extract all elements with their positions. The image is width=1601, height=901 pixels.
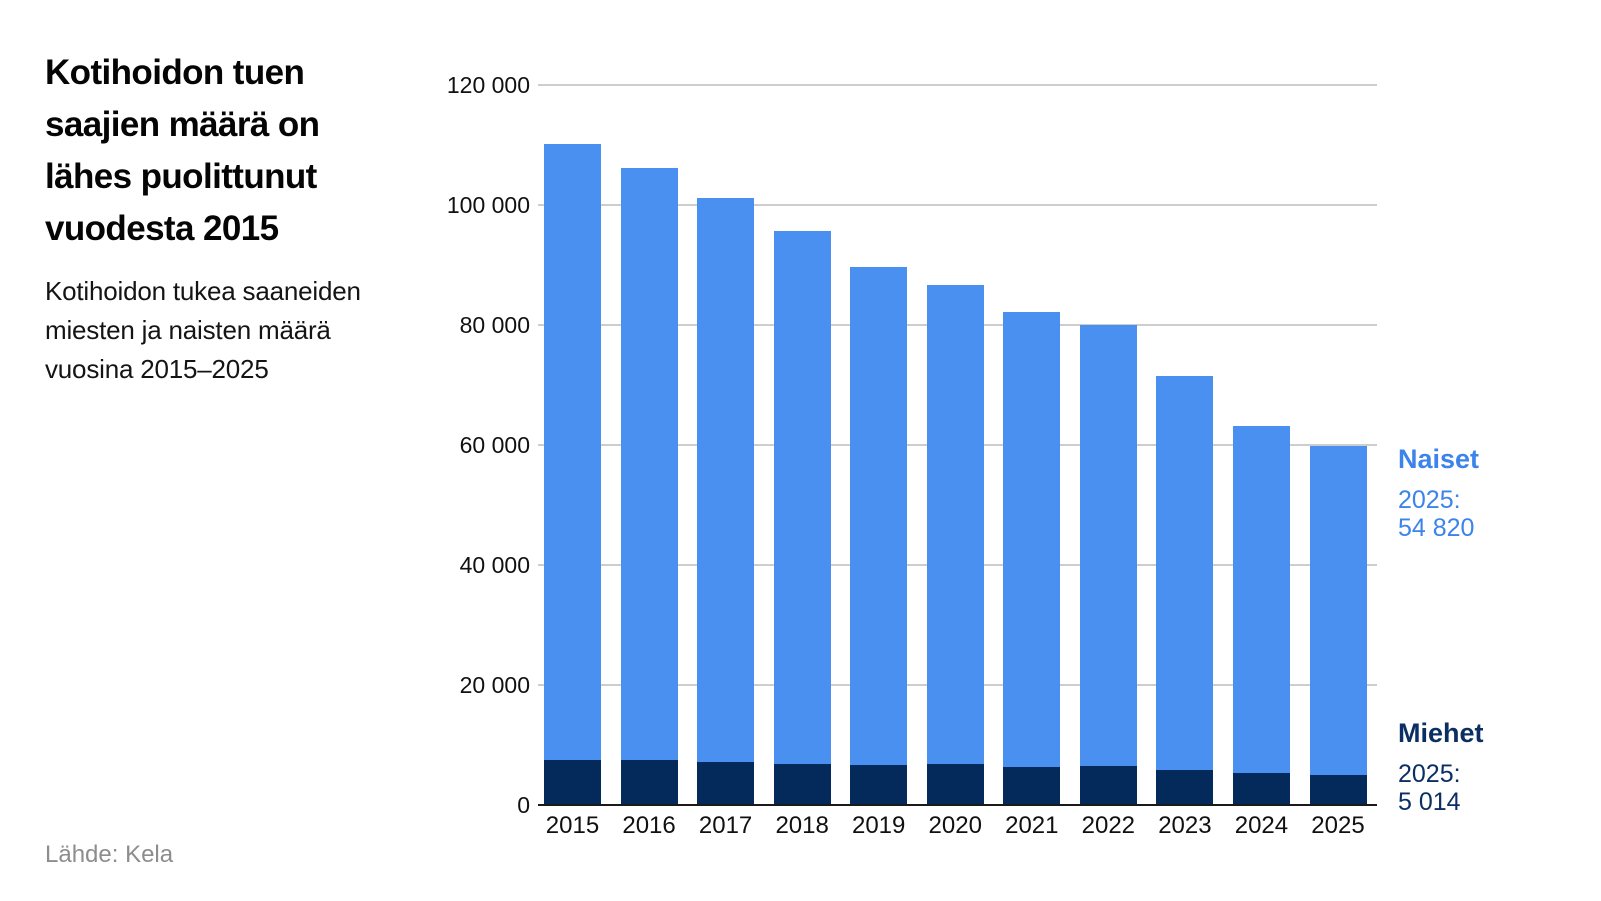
bar-naiset-2015 — [544, 144, 601, 760]
bar-naiset-2023 — [1156, 376, 1214, 770]
x-tick-label-2015: 2015 — [545, 812, 600, 839]
bar-naiset-2025 — [1309, 446, 1367, 775]
bar-naiset-2021 — [1003, 312, 1061, 767]
x-tick-label-2020: 2020 — [928, 812, 982, 839]
x-tick-label-2019: 2019 — [851, 812, 906, 839]
bar-miehet-2016 — [620, 760, 678, 805]
bar-naiset-2020 — [926, 284, 984, 765]
y-tick-label-80000: 80 000 — [459, 312, 530, 338]
x-tick-label-2016: 2016 — [622, 812, 676, 839]
legend-naiset-value-number: 54 820 — [1398, 514, 1475, 542]
bar-naiset-2019 — [850, 266, 908, 766]
bar-miehet-2021 — [1003, 766, 1061, 805]
legend-naiset-value: 2025: 54 820 — [1398, 486, 1588, 542]
source-note: Lähde: Kela — [45, 841, 174, 868]
x-tick-label-2025: 2025 — [1311, 812, 1365, 839]
bar-miehet-2015 — [544, 760, 601, 805]
chart-title: Kotihoidon tuen saajien määrä on lähes p… — [45, 53, 320, 248]
bar-miehet-2018 — [773, 763, 831, 805]
bar-naiset-2016 — [620, 168, 678, 760]
legend-miehet: Miehet 2025: 5 014 — [1398, 718, 1588, 816]
legend-naiset-label: Naiset — [1398, 444, 1480, 474]
x-tick-label-2017: 2017 — [698, 812, 753, 839]
x-tick-label-2021: 2021 — [1005, 812, 1059, 839]
legend-miehet-value-number: 5 014 — [1398, 788, 1461, 816]
plot-area: 0 20 000 40 000 60 000 80 000 100 000 120 000 2… — [447, 72, 1377, 839]
bar-miehet-2019 — [850, 765, 908, 805]
y-tick-label-100000: 100 000 — [446, 192, 530, 218]
bar-miehet-2017 — [697, 761, 755, 805]
y-tick-label-20000: 20 000 — [459, 672, 530, 698]
legend-miehet-value: 2025: 5 014 — [1398, 760, 1588, 816]
x-tick-label-2023: 2023 — [1158, 812, 1212, 839]
y-tick-label-0: 0 — [517, 792, 530, 818]
gridline-100000 — [538, 204, 1377, 206]
chart-subtitle: Kotihoidon tukea saaneiden miesten ja na… — [45, 276, 361, 384]
legend-naiset-value-year: 2025: — [1398, 486, 1461, 514]
legend-miehet-label: Miehet — [1398, 718, 1484, 748]
x-tick-label-2024: 2024 — [1234, 812, 1289, 839]
legend-miehet-value-year: 2025: — [1398, 760, 1461, 788]
bar-naiset-2017 — [697, 198, 755, 762]
legend-naiset: Naiset 2025: 54 820 — [1398, 444, 1588, 542]
y-tick-label-40000: 40 000 — [459, 552, 530, 578]
bar-naiset-2022 — [1079, 325, 1137, 766]
bar-miehet-2023 — [1156, 769, 1214, 805]
bar-miehet-2025 — [1309, 774, 1367, 805]
y-tick-label-120000: 120 000 — [446, 72, 530, 98]
y-tick-label-60000: 60 000 — [459, 432, 530, 458]
bar-naiset-2024 — [1232, 425, 1290, 774]
bar-naiset-2018 — [773, 230, 831, 764]
bar-miehet-2022 — [1079, 766, 1137, 805]
x-axis-line — [538, 803, 1377, 806]
x-tick-label-2018: 2018 — [775, 812, 829, 839]
bar-miehet-2020 — [926, 764, 984, 805]
gridline-120000 — [538, 84, 1377, 86]
bar-miehet-2024 — [1232, 773, 1290, 805]
x-tick-label-2022: 2022 — [1081, 812, 1136, 839]
